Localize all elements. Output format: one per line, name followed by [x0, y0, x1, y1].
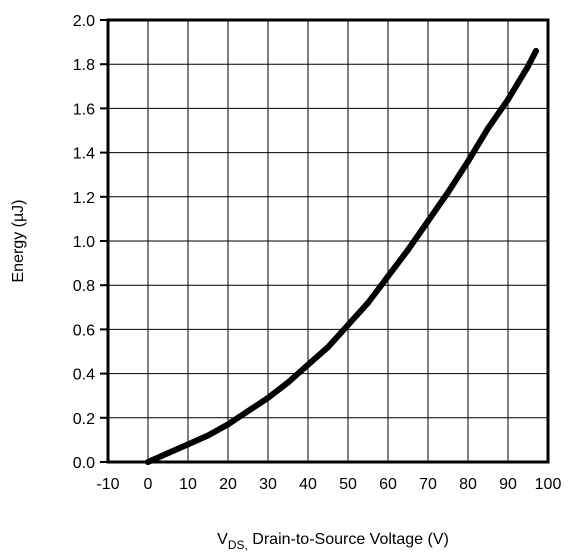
x-tick-label: 50	[339, 476, 357, 493]
data-point	[485, 125, 491, 132]
tick-marks	[100, 19, 108, 463]
data-point	[365, 299, 371, 306]
y-tick-label: 0.8	[73, 278, 95, 295]
data-point	[345, 321, 351, 328]
data-point	[225, 421, 231, 428]
data-point	[305, 361, 311, 368]
x-axis-label-sub: DS,	[228, 538, 248, 552]
data-point	[325, 344, 331, 351]
series-line	[145, 47, 539, 465]
data-point	[405, 246, 411, 253]
data-point	[505, 96, 511, 103]
y-tick-labels: 0.0 0.2 0.4 0.6 0.8 1.0 1.2 1.4 1.6 1.8 2.0	[73, 13, 95, 472]
y-tick-label: 1.4	[73, 146, 95, 163]
x-tick-label: 20	[219, 476, 237, 493]
y-tick-label: 0.2	[73, 411, 95, 428]
data-point	[185, 441, 191, 448]
y-tick-label: 1.8	[73, 57, 95, 74]
data-point	[465, 158, 471, 165]
y-tick-label: 0.4	[73, 367, 95, 384]
data-point	[165, 450, 171, 457]
data-point	[285, 379, 291, 386]
grid	[107, 19, 549, 463]
series-group	[145, 47, 539, 465]
x-axis-label: VDS, Drain-to-Source Voltage (V)	[217, 531, 449, 552]
x-tick-label: 0	[144, 476, 153, 493]
x-axis-label-main: V	[217, 531, 228, 548]
y-tick-label: 2.0	[73, 13, 95, 30]
y-tick-label: 0.6	[73, 322, 95, 339]
y-tick-label: 1.6	[73, 101, 95, 118]
x-tick-labels: -10 0 10 20 30 40 50 60 70 80 90 100	[96, 476, 561, 493]
y-tick-label: 1.0	[73, 234, 95, 251]
data-point	[533, 47, 539, 54]
x-tick-label: 40	[299, 476, 317, 493]
x-tick-label: 70	[419, 476, 437, 493]
data-point	[425, 218, 431, 225]
x-tick-label: 60	[379, 476, 397, 493]
data-point	[205, 432, 211, 439]
y-tick-label: 0.0	[73, 455, 95, 472]
x-tick-label: 90	[499, 476, 517, 493]
y-tick-label: 1.2	[73, 190, 95, 207]
y-axis-label: Energy (µJ)	[10, 199, 27, 282]
data-point	[265, 394, 271, 401]
x-axis-label-rest: Drain-to-Source Voltage (V)	[248, 531, 449, 548]
data-point	[385, 273, 391, 280]
data-point	[525, 63, 531, 70]
x-tick-label: 10	[179, 476, 197, 493]
x-tick-label: 80	[459, 476, 477, 493]
x-tick-label: 30	[259, 476, 277, 493]
data-point	[445, 189, 451, 196]
data-point	[245, 408, 251, 415]
x-tick-label: 100	[535, 476, 562, 493]
x-tick-label: -10	[96, 476, 119, 493]
